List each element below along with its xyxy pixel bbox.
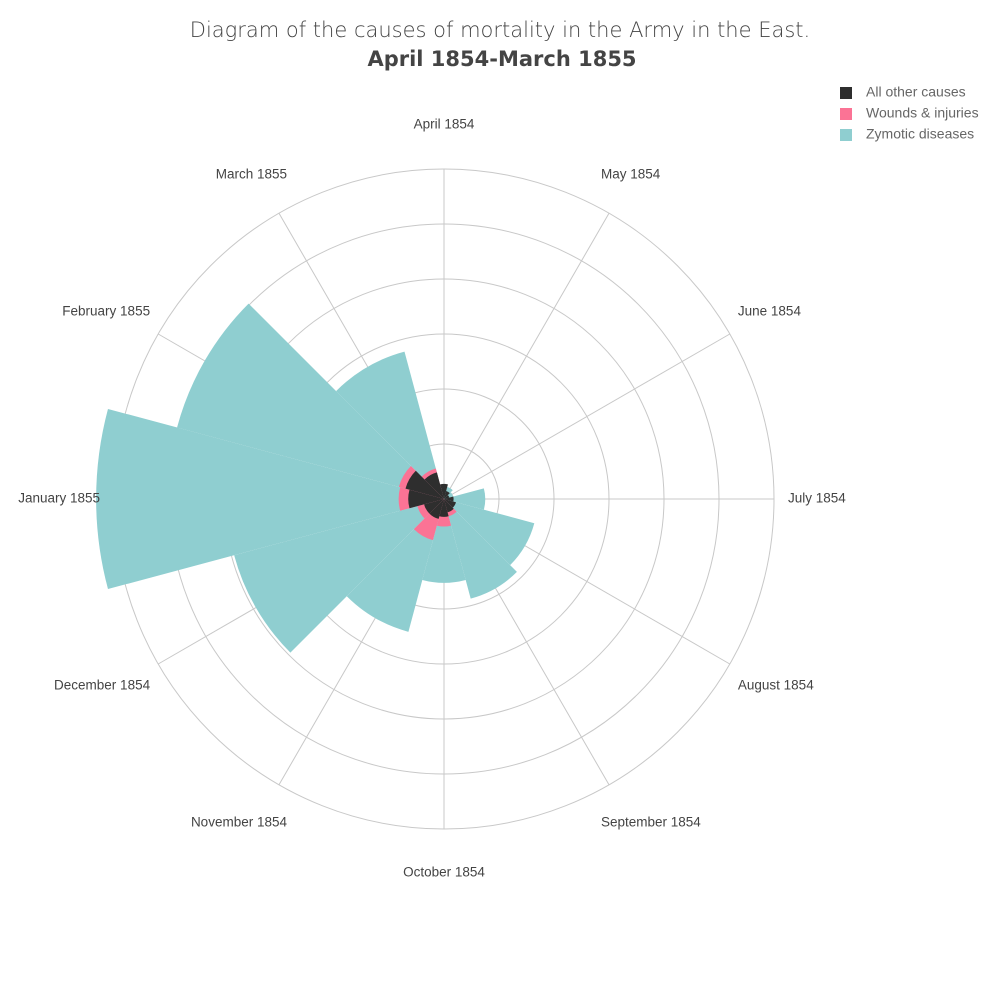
angular-label: April 1854 (414, 117, 475, 132)
bar (440, 483, 448, 499)
angular-label: July 1854 (788, 491, 846, 506)
bar (234, 499, 444, 653)
bar (444, 496, 454, 502)
bar (444, 495, 450, 499)
angular-label: June 1854 (738, 304, 802, 319)
bar (422, 499, 466, 583)
bar (444, 499, 535, 566)
bar (408, 489, 444, 509)
bar (177, 303, 445, 499)
angular-label: September 1854 (601, 814, 701, 829)
bar (424, 472, 444, 499)
bar (405, 470, 444, 499)
angular-grid-line (443, 333, 731, 500)
legend-swatch (840, 129, 852, 141)
legend-label: Wounds & injuries (866, 105, 979, 121)
legend-swatch (840, 108, 852, 120)
bar (424, 499, 444, 514)
bar (336, 351, 444, 499)
angular-label: January 1855 (18, 491, 100, 506)
legend-label: Zymotic diseases (866, 126, 974, 142)
angular-label: December 1854 (54, 678, 151, 693)
chart-subtitle: April 1854-March 1855 (367, 47, 636, 71)
chart-title: Diagram of the causes of mortality in th… (190, 18, 810, 42)
angular-label: August 1854 (738, 678, 814, 693)
angular-label: February 1855 (62, 304, 150, 319)
bar (439, 499, 449, 517)
angular-labels: April 1854 May 1854 June 1854 July 1854 Augu… (18, 117, 846, 880)
angular-label: March 1855 (216, 167, 287, 182)
bar (96, 408, 444, 590)
angular-label: May 1854 (601, 167, 661, 182)
legend-label: All other causes (866, 84, 966, 100)
angular-label: November 1854 (191, 814, 288, 829)
legend: All other causes Wounds & injuries Zymotic… (840, 84, 979, 142)
bar (429, 499, 444, 519)
bars (96, 303, 535, 653)
bar (444, 499, 517, 599)
legend-swatch (840, 87, 852, 99)
bar (444, 491, 450, 499)
angular-label: October 1854 (403, 865, 485, 880)
bar (444, 488, 486, 510)
angular-grid-line (443, 212, 610, 500)
bar (444, 499, 456, 508)
bar (444, 499, 454, 513)
